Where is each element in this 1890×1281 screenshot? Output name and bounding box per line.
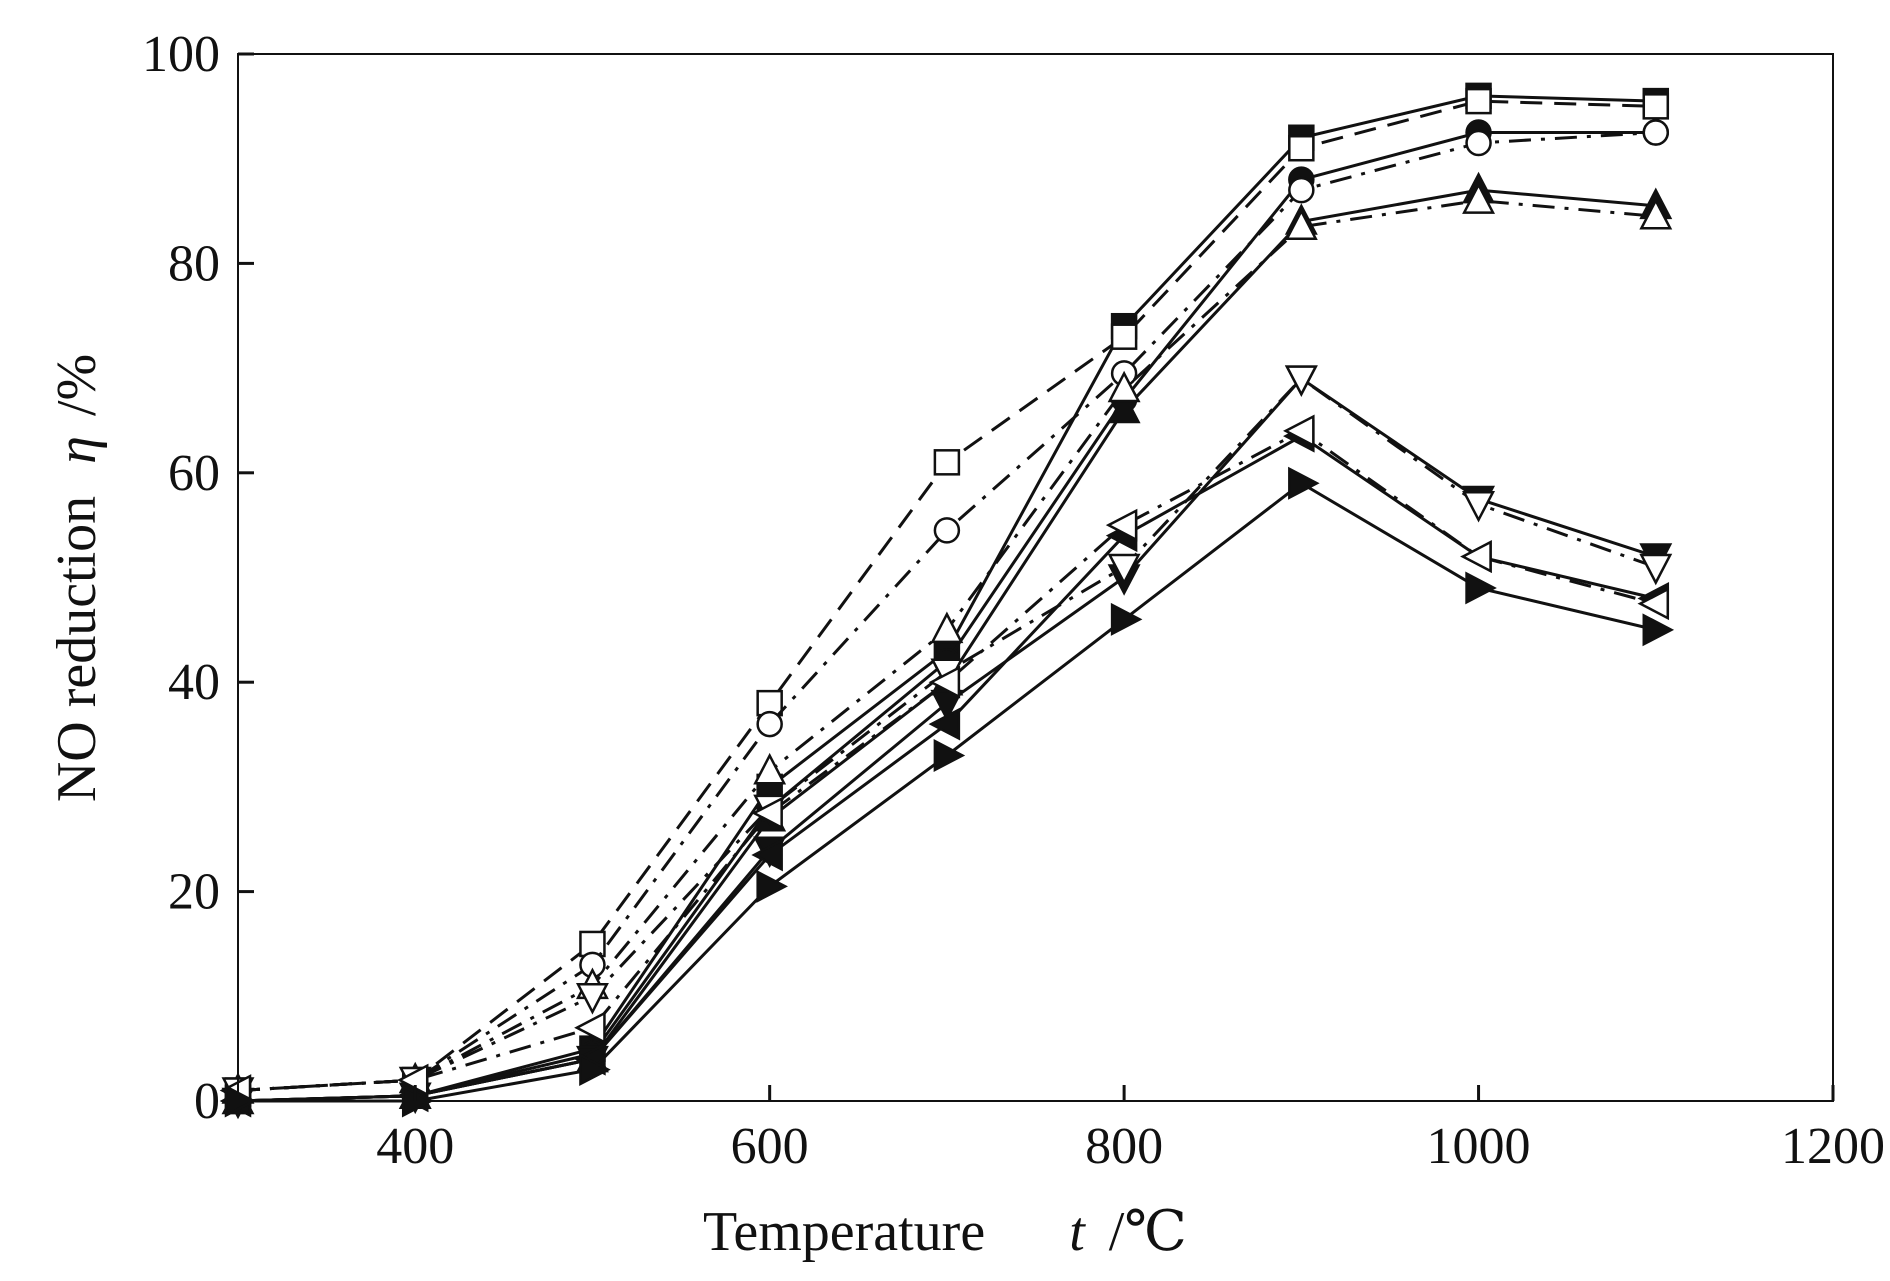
series-line [237,131,1656,1093]
y-axis-symbol: η [46,436,108,464]
y-tick-label: 60 [168,445,220,502]
data-point-down [575,983,609,1015]
data-point-down [1107,553,1141,586]
y-tick-label: 20 [168,864,220,921]
data-point-down [1639,553,1673,586]
data-point-right [1110,602,1143,636]
plot-frame [237,53,1834,1102]
data-point-circle [1465,129,1492,157]
series-layer [219,82,1675,1120]
y-tick-label: 80 [168,235,220,292]
series-line [237,376,1657,1103]
y-axis-unit: /% [46,354,108,416]
data-point-left [751,796,783,830]
data-point-square [1288,134,1315,162]
data-point-circle [933,517,961,544]
data-point-up [1639,197,1673,230]
data-point-left [1637,587,1670,621]
y-tick-label: 40 [168,654,220,711]
data-point-left [1105,508,1138,542]
ticks-layer: 400 600 800 1000 1200 0 20 40 60 80 100 [142,26,1885,1175]
x-axis-label: Temperature t /℃ [703,1201,1187,1263]
data-point-down [1284,365,1318,397]
data-point-left [574,1011,606,1045]
y-axis-label: NO reduction η /% [46,354,108,802]
series-open-circle [224,119,1670,1104]
series-line [238,481,1657,1103]
data-point-up [1107,391,1141,424]
x-axis-symbol: t [1069,1201,1086,1263]
data-point-up [1107,370,1141,403]
data-point-right [1642,613,1675,647]
data-point-right [1288,466,1320,500]
data-point-left [1283,414,1315,448]
x-tick-label: 600 [731,1118,809,1175]
data-point-down [1462,490,1496,523]
series-line [237,94,1656,1103]
data-point-circle [1642,119,1670,146]
data-point-left [396,1063,429,1097]
x-tick-label: 1000 [1427,1118,1531,1175]
y-axis-label-text: NO reduction [46,496,108,802]
series-filled-square [224,82,1670,1115]
data-point-square [1642,93,1670,120]
series-filled-down-triangle [221,365,1673,1120]
data-point-left [1460,540,1492,574]
series-line [237,99,1656,1093]
x-axis-unit: /℃ [1109,1201,1187,1263]
data-point-up [1284,208,1318,241]
data-point-left [751,838,783,872]
data-point-left [928,665,961,699]
y-tick-label: 100 [142,26,220,83]
x-tick-label: 400 [376,1118,454,1175]
data-point-square [933,449,961,476]
data-point-square [1465,87,1492,115]
data-point-left [928,707,961,741]
data-point-right [756,869,788,903]
series-line [237,376,1657,1093]
data-point-up [930,611,964,644]
series-filled-right-triangle [224,466,1675,1118]
data-point-right [579,1053,611,1087]
series-open-square [224,87,1670,1104]
x-tick-label: 1200 [1781,1118,1885,1175]
data-point-square [1110,323,1138,350]
series-open-left-triangle [219,414,1670,1107]
x-tick-label: 800 [1085,1118,1163,1175]
series-open-down-triangle [221,365,1673,1109]
data-point-right [1465,571,1497,605]
data-point-up [753,752,787,785]
y-tick-label: 0 [194,1073,220,1130]
data-point-right [933,739,966,772]
data-point-circle [756,710,783,738]
data-point-up [1462,182,1496,214]
x-axis-label-text: Temperature [703,1201,985,1263]
data-point-circle [1288,176,1315,204]
